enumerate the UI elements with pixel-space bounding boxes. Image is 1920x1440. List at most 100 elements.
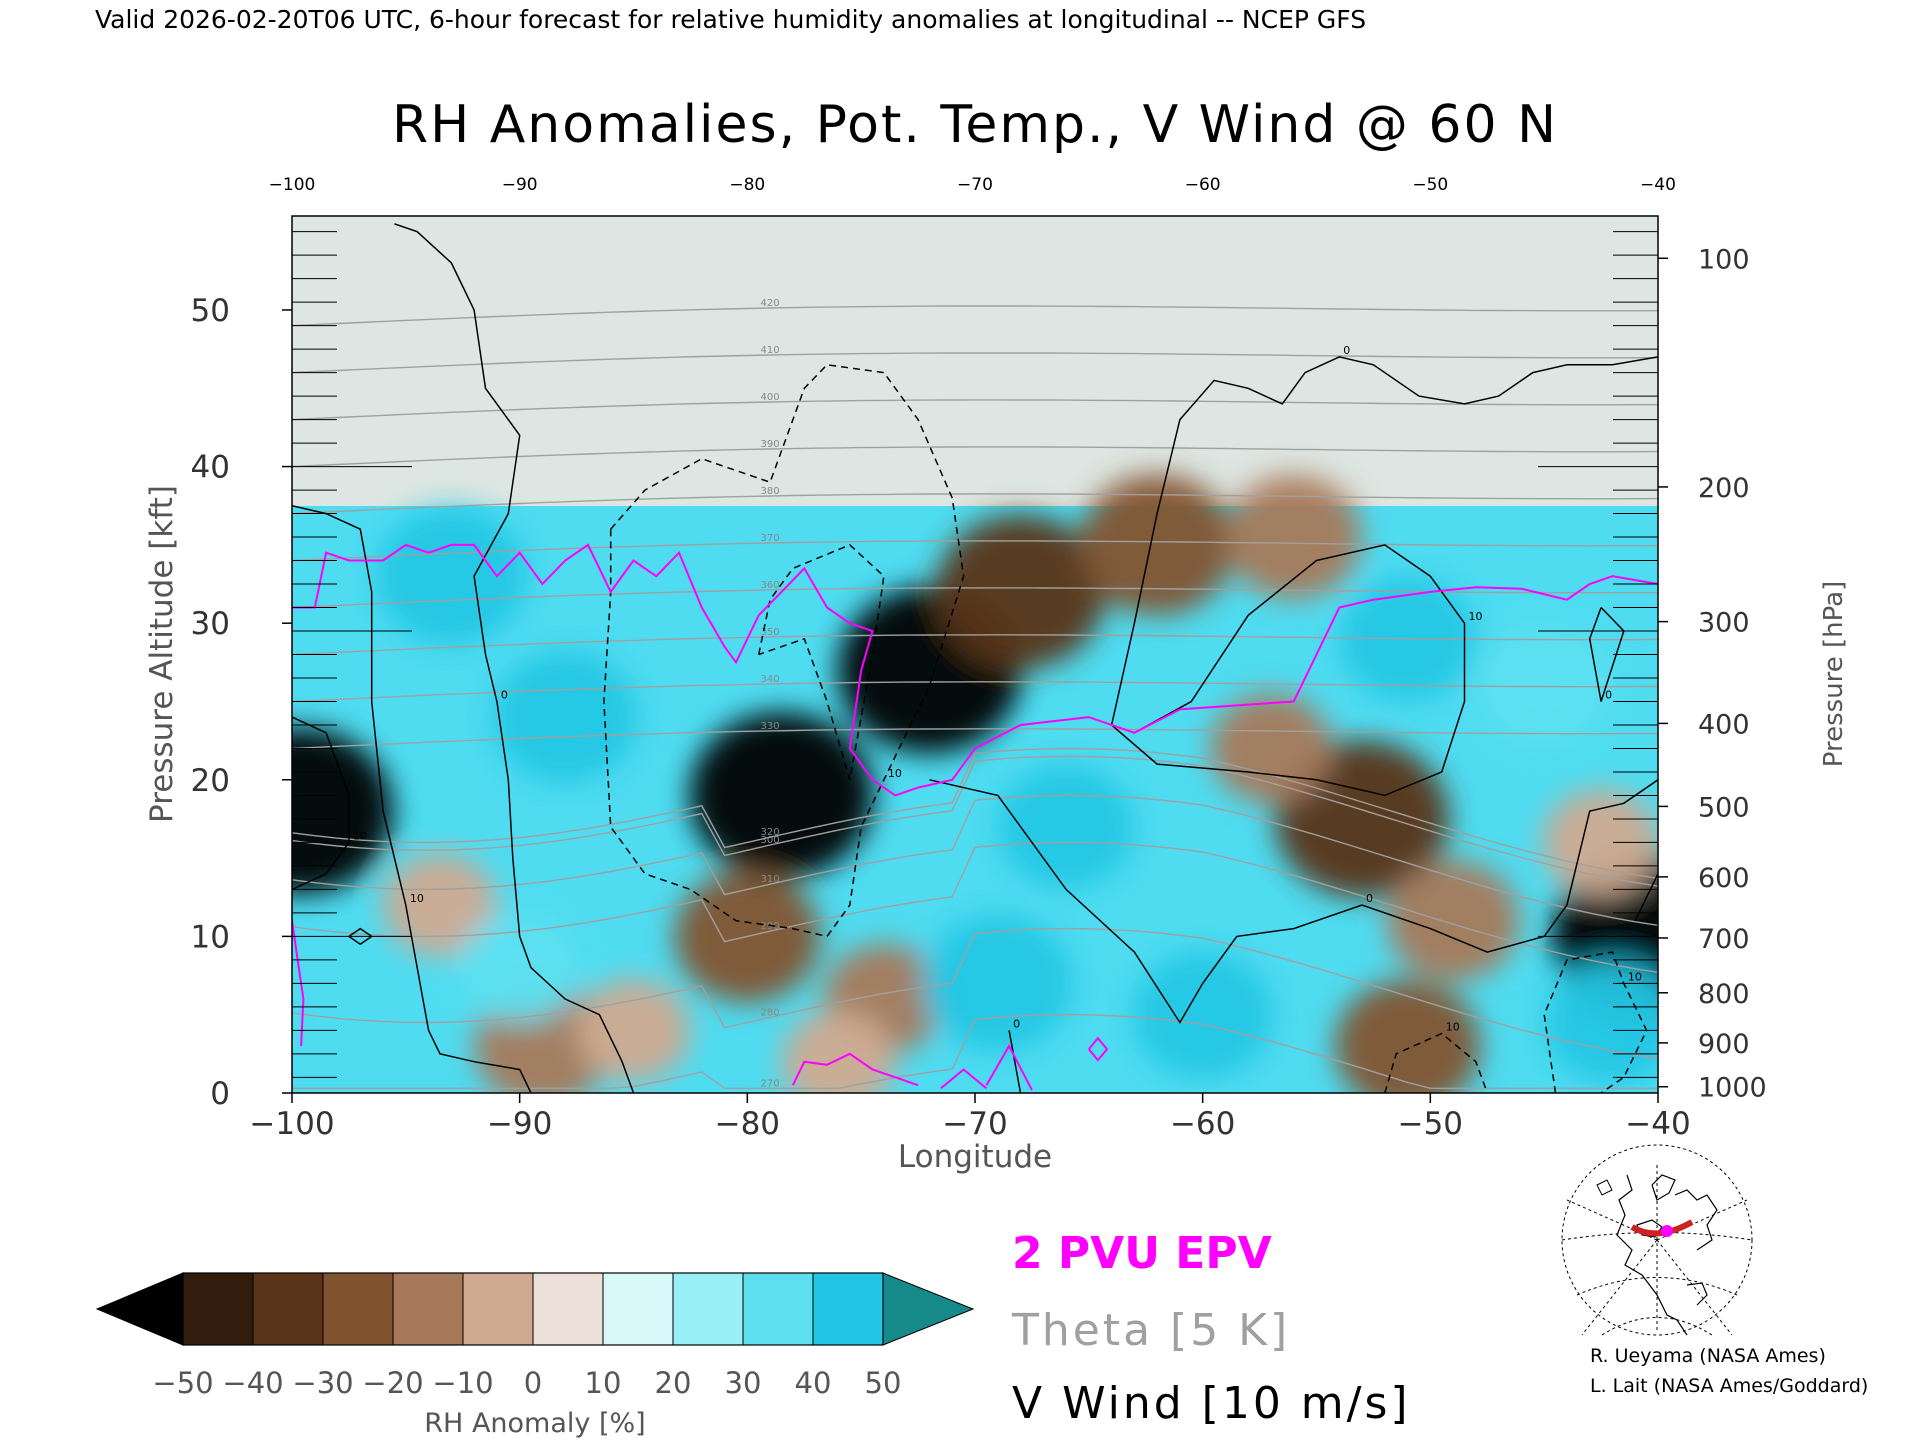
v-wind-contour-label: 0: [1013, 1017, 1020, 1030]
theta-contours: 270 280 290 300 310 320 330 340 350 360 370 380 390 4…: [292, 298, 1658, 1089]
colorbar-segment: [743, 1273, 813, 1345]
x-tick-label-top: −80: [729, 175, 765, 195]
theta-contour: [292, 728, 1658, 750]
x-axis: −100 −90 −80 −70 −60 −50 −40: [249, 1093, 1691, 1142]
colorbar-segment: [323, 1273, 393, 1345]
v-wind-contour-label: 0: [1343, 344, 1350, 357]
rh-anomaly-region: [1210, 693, 1332, 804]
theta-label: 270: [761, 1078, 780, 1089]
v-wind-contour-negative: [1543, 951, 1648, 1093]
theta-contour: [292, 794, 1658, 926]
epv-2pvu-line: [792, 1052, 919, 1087]
v-wind-contour: [1008, 1030, 1022, 1093]
legend-theta: Theta [5 K]: [1011, 1305, 1290, 1356]
x-tick-label-top: −40: [1640, 175, 1676, 195]
x-tick-label: −70: [942, 1106, 1007, 1142]
theta-label: 350: [761, 627, 780, 638]
y-axis-label: Pressure Altitude [kft]: [144, 485, 180, 823]
theta-label: 340: [761, 674, 780, 685]
colorbar-tick-label: −10: [432, 1366, 493, 1400]
rh-anomaly-region: [689, 712, 874, 879]
colorbar-under-arrow: [95, 1272, 184, 1346]
rh-anomaly-region: [935, 514, 1106, 669]
pressure-tick-label: 700: [1698, 924, 1750, 955]
theta-label: 390: [761, 439, 780, 450]
v-wind-contour: [292, 716, 350, 891]
x-tick-label: −90: [487, 1106, 552, 1142]
theta-contour: [292, 634, 1658, 656]
x-tick-label-top: −50: [1412, 175, 1448, 195]
theta-contour: [292, 399, 1658, 421]
x-tick-label: −80: [715, 1106, 780, 1142]
x-tick-label-top: −70: [957, 175, 993, 195]
chart-title: RH Anomalies, Pot. Temp., V Wind @ 60 N: [392, 95, 1558, 155]
colorbar-label: RH Anomaly [%]: [424, 1408, 645, 1439]
theta-label: 290: [761, 921, 780, 932]
x-tick-label: −50: [1398, 1106, 1463, 1142]
theta-contour: [292, 352, 1658, 374]
y-axis-right-label: Pressure [hPa]: [1819, 581, 1849, 768]
colorbar-tick-label: 0: [524, 1366, 542, 1400]
y-tick-label: 0: [210, 1076, 230, 1112]
v-wind-contour-label: 10: [1446, 1020, 1460, 1033]
rh-anomaly-region: [292, 728, 393, 895]
x-axis-label: Longitude: [898, 1139, 1052, 1175]
theta-label: 380: [761, 486, 780, 497]
colorbar-segment: [463, 1273, 533, 1345]
v-wind-contour: [929, 779, 1658, 1024]
v-wind-contour-negative: [757, 544, 885, 781]
v-wind-contour-label: 10: [410, 892, 424, 905]
plot-area: 270 280 290 300 310 320 330 340 350 360 370 380 390 4…: [292, 216, 1658, 1093]
colorbar-tick-label: −50: [152, 1366, 213, 1400]
v-wind-contour-label: 10: [1468, 610, 1482, 623]
v-wind-contour: [292, 504, 532, 1093]
rh-anomaly-region: [375, 507, 528, 645]
altitude-gridticks: [292, 231, 1658, 1078]
locator-marker: [1661, 1225, 1673, 1237]
rh-anomaly-region: [1132, 951, 1273, 1079]
theta-contour: [292, 446, 1658, 468]
colorbar-segment: [253, 1273, 323, 1345]
y-axis-altitude: 0 10 20 30 40 50: [191, 293, 292, 1112]
pressure-tick-label: 800: [1698, 979, 1750, 1010]
colorbar-segment: [393, 1273, 463, 1345]
colorbar-tick-label: −40: [222, 1366, 283, 1400]
locator-latitude-line: [1630, 1219, 1694, 1237]
theta-label: 410: [761, 345, 780, 356]
x-tick-label-top: −60: [1185, 175, 1221, 195]
x-tick-label-top: −90: [502, 175, 538, 195]
rh-anomaly-region: [921, 914, 1074, 1052]
v-wind-contour: [1588, 606, 1625, 702]
valid-line: Valid 2026-02-20T06 UTC, 6-hour forecast…: [95, 5, 1366, 34]
colorbar-tick-label: 50: [865, 1366, 902, 1400]
y-tick-label: 10: [191, 919, 230, 955]
pressure-tick-label: 100: [1698, 244, 1750, 275]
colorbar: −50 −40 −30 −20 −10 0 10 20 30 40 50: [95, 1272, 975, 1400]
x-tick-label: −60: [1170, 1106, 1235, 1142]
epv-2pvu-line: [292, 543, 1658, 797]
colorbar-tick-label: −20: [362, 1366, 423, 1400]
legend-epv: 2 PVU EPV: [1012, 1228, 1272, 1279]
theta-contour: [292, 747, 1658, 879]
theta-contour: [292, 540, 1658, 562]
colorbar-tick-label: −30: [292, 1366, 353, 1400]
v-wind-contour-label: 10: [353, 829, 367, 842]
theta-contour: [292, 681, 1658, 703]
v-wind-contour-label: 0: [1605, 688, 1612, 701]
pressure-tick-label: 400: [1698, 709, 1750, 740]
epv-2pvu-line: [940, 1068, 988, 1090]
theta-contour: [292, 755, 1658, 887]
theta-label: 300: [761, 835, 780, 846]
x-tick-label: −40: [1625, 1106, 1690, 1142]
theta-label: 400: [761, 392, 780, 403]
x-tick-label: −100: [249, 1106, 334, 1142]
pressure-tick-label: 600: [1698, 863, 1750, 894]
locator-map: [1561, 1144, 1753, 1336]
theta-contour: [292, 1013, 1658, 1089]
theta-label: 330: [761, 721, 780, 732]
epv-2pvu-line: [985, 1043, 1033, 1091]
v-wind-contour-negative: [1384, 1032, 1489, 1093]
v-wind-contour: [1111, 544, 1466, 797]
y-tick-label: 40: [191, 450, 230, 486]
